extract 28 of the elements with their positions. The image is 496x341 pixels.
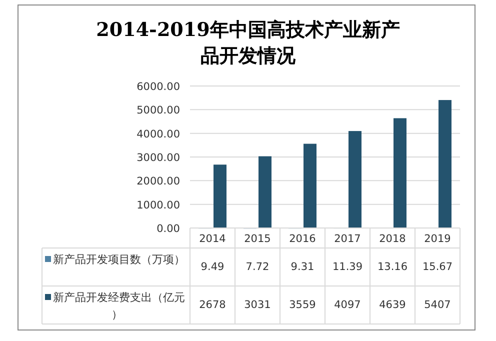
legend-label: 新产品开发项目数（万项） [53,253,185,266]
x-tick-label: 2017 [334,233,361,245]
data-label: 11.39 [332,261,363,273]
y-tick-label: 2000.00 [136,176,180,188]
data-label: 9.49 [200,261,224,273]
data-label: 4097 [334,299,361,311]
y-tick-label: 3000.00 [136,152,180,164]
data-label: 13.16 [377,261,408,273]
data-label: 5407 [424,299,451,311]
x-tick-label: 2019 [424,233,451,245]
data-label: 3559 [289,299,316,311]
y-tick-label: 4000.00 [136,128,180,140]
x-tick-label: 2015 [244,233,271,245]
data-label: 2678 [199,299,226,311]
x-tick-label: 2016 [289,233,316,245]
y-tick-label: 6000.00 [136,81,180,93]
y-tick-label: 5000.00 [136,104,180,117]
data-label: 7.72 [246,261,270,273]
y-tick-label: 0.00 [156,223,180,235]
chart-title: 2014-2019年中国高技术产业新产品开发情况 [96,19,400,67]
y-tick-label: 1000.00 [136,199,180,212]
data-label: 4639 [379,299,406,311]
x-tick-label: 2018 [379,233,406,245]
data-label: 3031 [244,299,271,311]
data-label: 15.67 [422,261,453,273]
data-label: 9.31 [290,261,314,273]
x-tick-label: 2014 [199,233,226,245]
legend-label: 新产品开发经费支出（亿元） [53,291,185,321]
